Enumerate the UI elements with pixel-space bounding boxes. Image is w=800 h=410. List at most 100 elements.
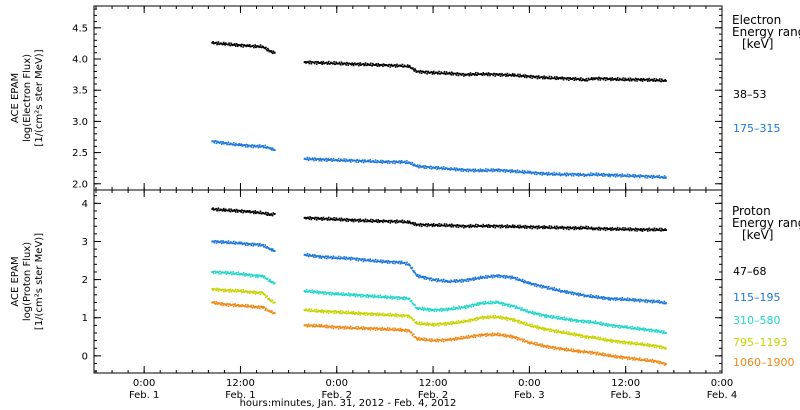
data-point-fill: [311, 255, 313, 257]
data-point-fill: [401, 219, 404, 222]
data-point-fill: [330, 255, 333, 258]
data-point-fill: [646, 301, 648, 304]
data-point-fill: [245, 290, 248, 292]
data-point-fill: [564, 318, 566, 321]
data-point-fill: [647, 299, 650, 302]
data-point-fill: [259, 212, 261, 214]
data-point: [269, 213, 272, 216]
data-point-fill: [402, 313, 405, 316]
data-point-fill: [502, 170, 505, 173]
data-point-fill: [372, 296, 375, 299]
data-point-fill: [453, 167, 456, 169]
legend-entry: 38–53: [733, 88, 767, 101]
data-point-fill: [230, 42, 232, 45]
data-point-fill: [305, 323, 308, 326]
data-point: [351, 312, 354, 315]
data-point-fill: [599, 336, 602, 339]
data-point-fill: [452, 73, 454, 76]
data-point-fill: [635, 78, 638, 80]
data-point-fill: [257, 245, 260, 247]
data-point-fill: [617, 326, 620, 329]
data-point-fill: [493, 169, 495, 171]
data-point-fill: [252, 244, 254, 247]
data-point-fill: [237, 304, 240, 306]
data-point-fill: [627, 342, 630, 345]
data-point-fill: [329, 310, 331, 312]
data-point-fill: [523, 75, 525, 78]
data-point-fill: [258, 145, 260, 148]
data-point: [584, 79, 587, 82]
data-point-fill: [478, 278, 481, 280]
data-point-fill: [361, 293, 363, 296]
data-point-fill: [405, 263, 408, 265]
data-point-fill: [247, 244, 249, 247]
data-point-fill: [443, 223, 446, 225]
data-point-fill: [374, 313, 377, 315]
data-point-fill: [555, 288, 557, 290]
data-point-fill: [263, 275, 266, 277]
data-point-fill: [435, 310, 438, 312]
x-tick-date: Feb. 2: [418, 390, 448, 401]
data-point-fill: [307, 158, 309, 161]
data-point-fill: [510, 276, 513, 279]
data-point-fill: [479, 333, 481, 336]
data-point-fill: [359, 218, 361, 220]
data-point-fill: [441, 308, 444, 311]
data-point-fill: [227, 305, 230, 307]
data-point: [528, 282, 531, 285]
data-point-fill: [400, 160, 403, 162]
data-point-fill: [553, 329, 555, 332]
data-point-fill: [646, 358, 648, 360]
data-point-fill: [430, 277, 432, 280]
data-point-fill: [222, 304, 224, 307]
data-point-fill: [446, 167, 448, 170]
data-point-fill: [540, 284, 543, 287]
data-point-fill: [531, 312, 533, 315]
data-point-fill: [390, 315, 393, 317]
data-point-fill: [381, 313, 384, 316]
data-point-fill: [547, 171, 550, 174]
data-point: [408, 314, 411, 317]
legend-entry: 115–195: [733, 291, 781, 304]
data-point-fill: [434, 339, 436, 341]
data-point-fill: [647, 228, 650, 231]
y-tick-label: 4: [82, 199, 88, 210]
data-point-fill: [574, 292, 576, 294]
data-point-fill: [510, 170, 513, 173]
data-point-fill: [548, 330, 551, 333]
data-point-fill: [360, 296, 362, 298]
data-point-fill: [661, 330, 663, 332]
data-point-fill: [412, 221, 414, 224]
data-point-fill: [638, 300, 641, 303]
data-point: [584, 294, 587, 297]
data-point-fill: [225, 141, 228, 144]
data-point-fill: [663, 302, 665, 305]
data-point-fill: [421, 338, 424, 340]
data-point-fill: [618, 340, 620, 342]
data-point-fill: [238, 143, 240, 145]
data-point-fill: [418, 322, 420, 325]
data-point-fill: [516, 75, 519, 77]
data-point-fill: [583, 175, 586, 177]
data-point-fill: [655, 78, 658, 81]
data-point-fill: [555, 172, 557, 175]
data-point-fill: [494, 302, 497, 305]
data-point-fill: [248, 291, 250, 293]
data-point-fill: [349, 295, 351, 297]
data-point: [448, 224, 451, 227]
data-point-fill: [458, 305, 460, 308]
data-point-fill: [514, 169, 517, 172]
data-point-fill: [475, 319, 477, 322]
data-point-fill: [589, 319, 592, 322]
data-point-fill: [343, 257, 346, 260]
y-axis-label: ACE EPAM: [10, 256, 21, 306]
data-point-fill: [366, 219, 369, 221]
data-point-fill: [305, 290, 307, 293]
data-point-fill: [500, 225, 503, 227]
data-point-fill: [387, 65, 390, 67]
data-point-fill: [481, 277, 483, 280]
data-point-fill: [553, 77, 555, 80]
data-point-fill: [641, 328, 644, 331]
data-point-fill: [486, 316, 489, 319]
